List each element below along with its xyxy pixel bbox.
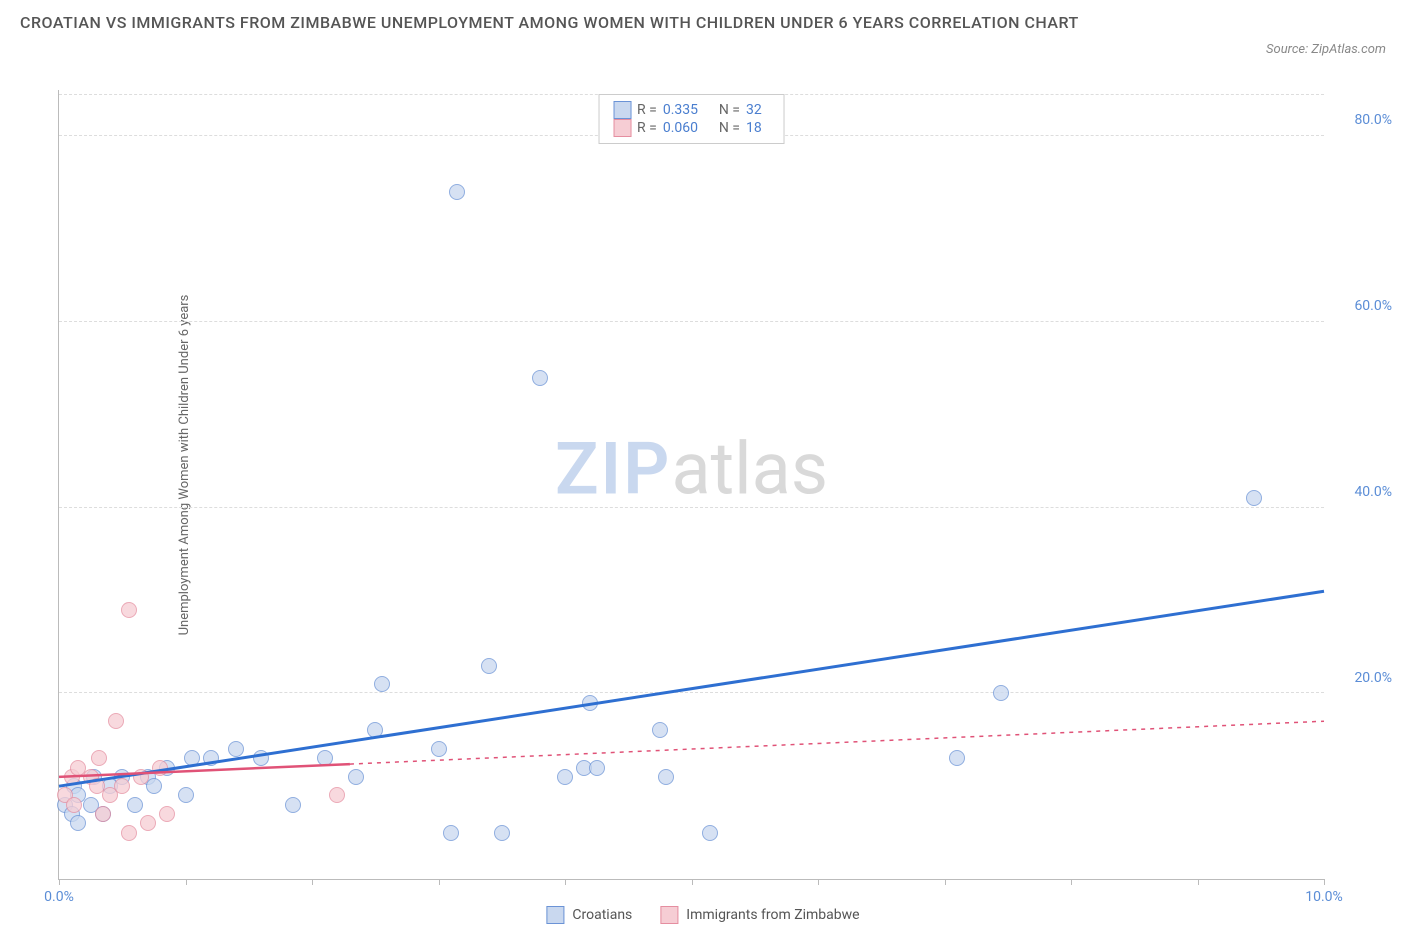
y-tick-label: 80.0% — [1354, 112, 1392, 128]
swatch-icon — [546, 906, 564, 924]
r-value-zimbabwe: 0.060 — [663, 120, 713, 136]
r-label: R = — [637, 102, 657, 118]
x-tick — [565, 879, 566, 885]
n-value-zimbabwe: 18 — [746, 120, 770, 136]
chart-area: R = 0.335 N = 32 R = 0.060 N = 18 ZIPatl… — [48, 90, 1404, 890]
x-tick — [59, 879, 60, 885]
x-tick-label: 10.0% — [1305, 889, 1343, 905]
legend-label: Croatians — [572, 907, 632, 923]
x-tick — [186, 879, 187, 885]
plot-region: R = 0.335 N = 32 R = 0.060 N = 18 ZIPatl… — [58, 90, 1324, 880]
y-tick-label: 20.0% — [1354, 670, 1392, 686]
legend-item-croatians: Croatians — [546, 906, 632, 924]
r-value-croatians: 0.335 — [663, 102, 713, 118]
swatch-icon — [660, 906, 678, 924]
swatch-zimbabwe — [613, 119, 631, 137]
x-tick — [439, 879, 440, 885]
y-tick-label: 40.0% — [1354, 484, 1392, 500]
legend-label: Immigrants from Zimbabwe — [686, 907, 859, 923]
x-tick-label: 0.0% — [44, 889, 74, 905]
n-label: N = — [719, 120, 740, 136]
n-label: N = — [719, 102, 740, 118]
x-tick — [945, 879, 946, 885]
legend-row-croatians: R = 0.335 N = 32 — [613, 101, 770, 119]
x-tick — [1071, 879, 1072, 885]
legend-row-zimbabwe: R = 0.060 N = 18 — [613, 119, 770, 137]
swatch-croatians — [613, 101, 631, 119]
chart-title: CROATIAN VS IMMIGRANTS FROM ZIMBABWE UNE… — [20, 10, 1286, 36]
x-tick — [818, 879, 819, 885]
y-tick-label: 60.0% — [1354, 298, 1392, 314]
legend-correlation: R = 0.335 N = 32 R = 0.060 N = 18 — [598, 94, 785, 144]
x-tick — [1324, 879, 1325, 885]
x-tick — [692, 879, 693, 885]
legend-series: Croatians Immigrants from Zimbabwe — [546, 906, 859, 924]
r-label: R = — [637, 120, 657, 136]
trend-lines — [59, 90, 1324, 879]
x-tick — [1198, 879, 1199, 885]
x-tick — [312, 879, 313, 885]
legend-item-zimbabwe: Immigrants from Zimbabwe — [660, 906, 859, 924]
n-value-croatians: 32 — [746, 102, 770, 118]
source-attribution: Source: ZipAtlas.com — [1266, 42, 1386, 57]
